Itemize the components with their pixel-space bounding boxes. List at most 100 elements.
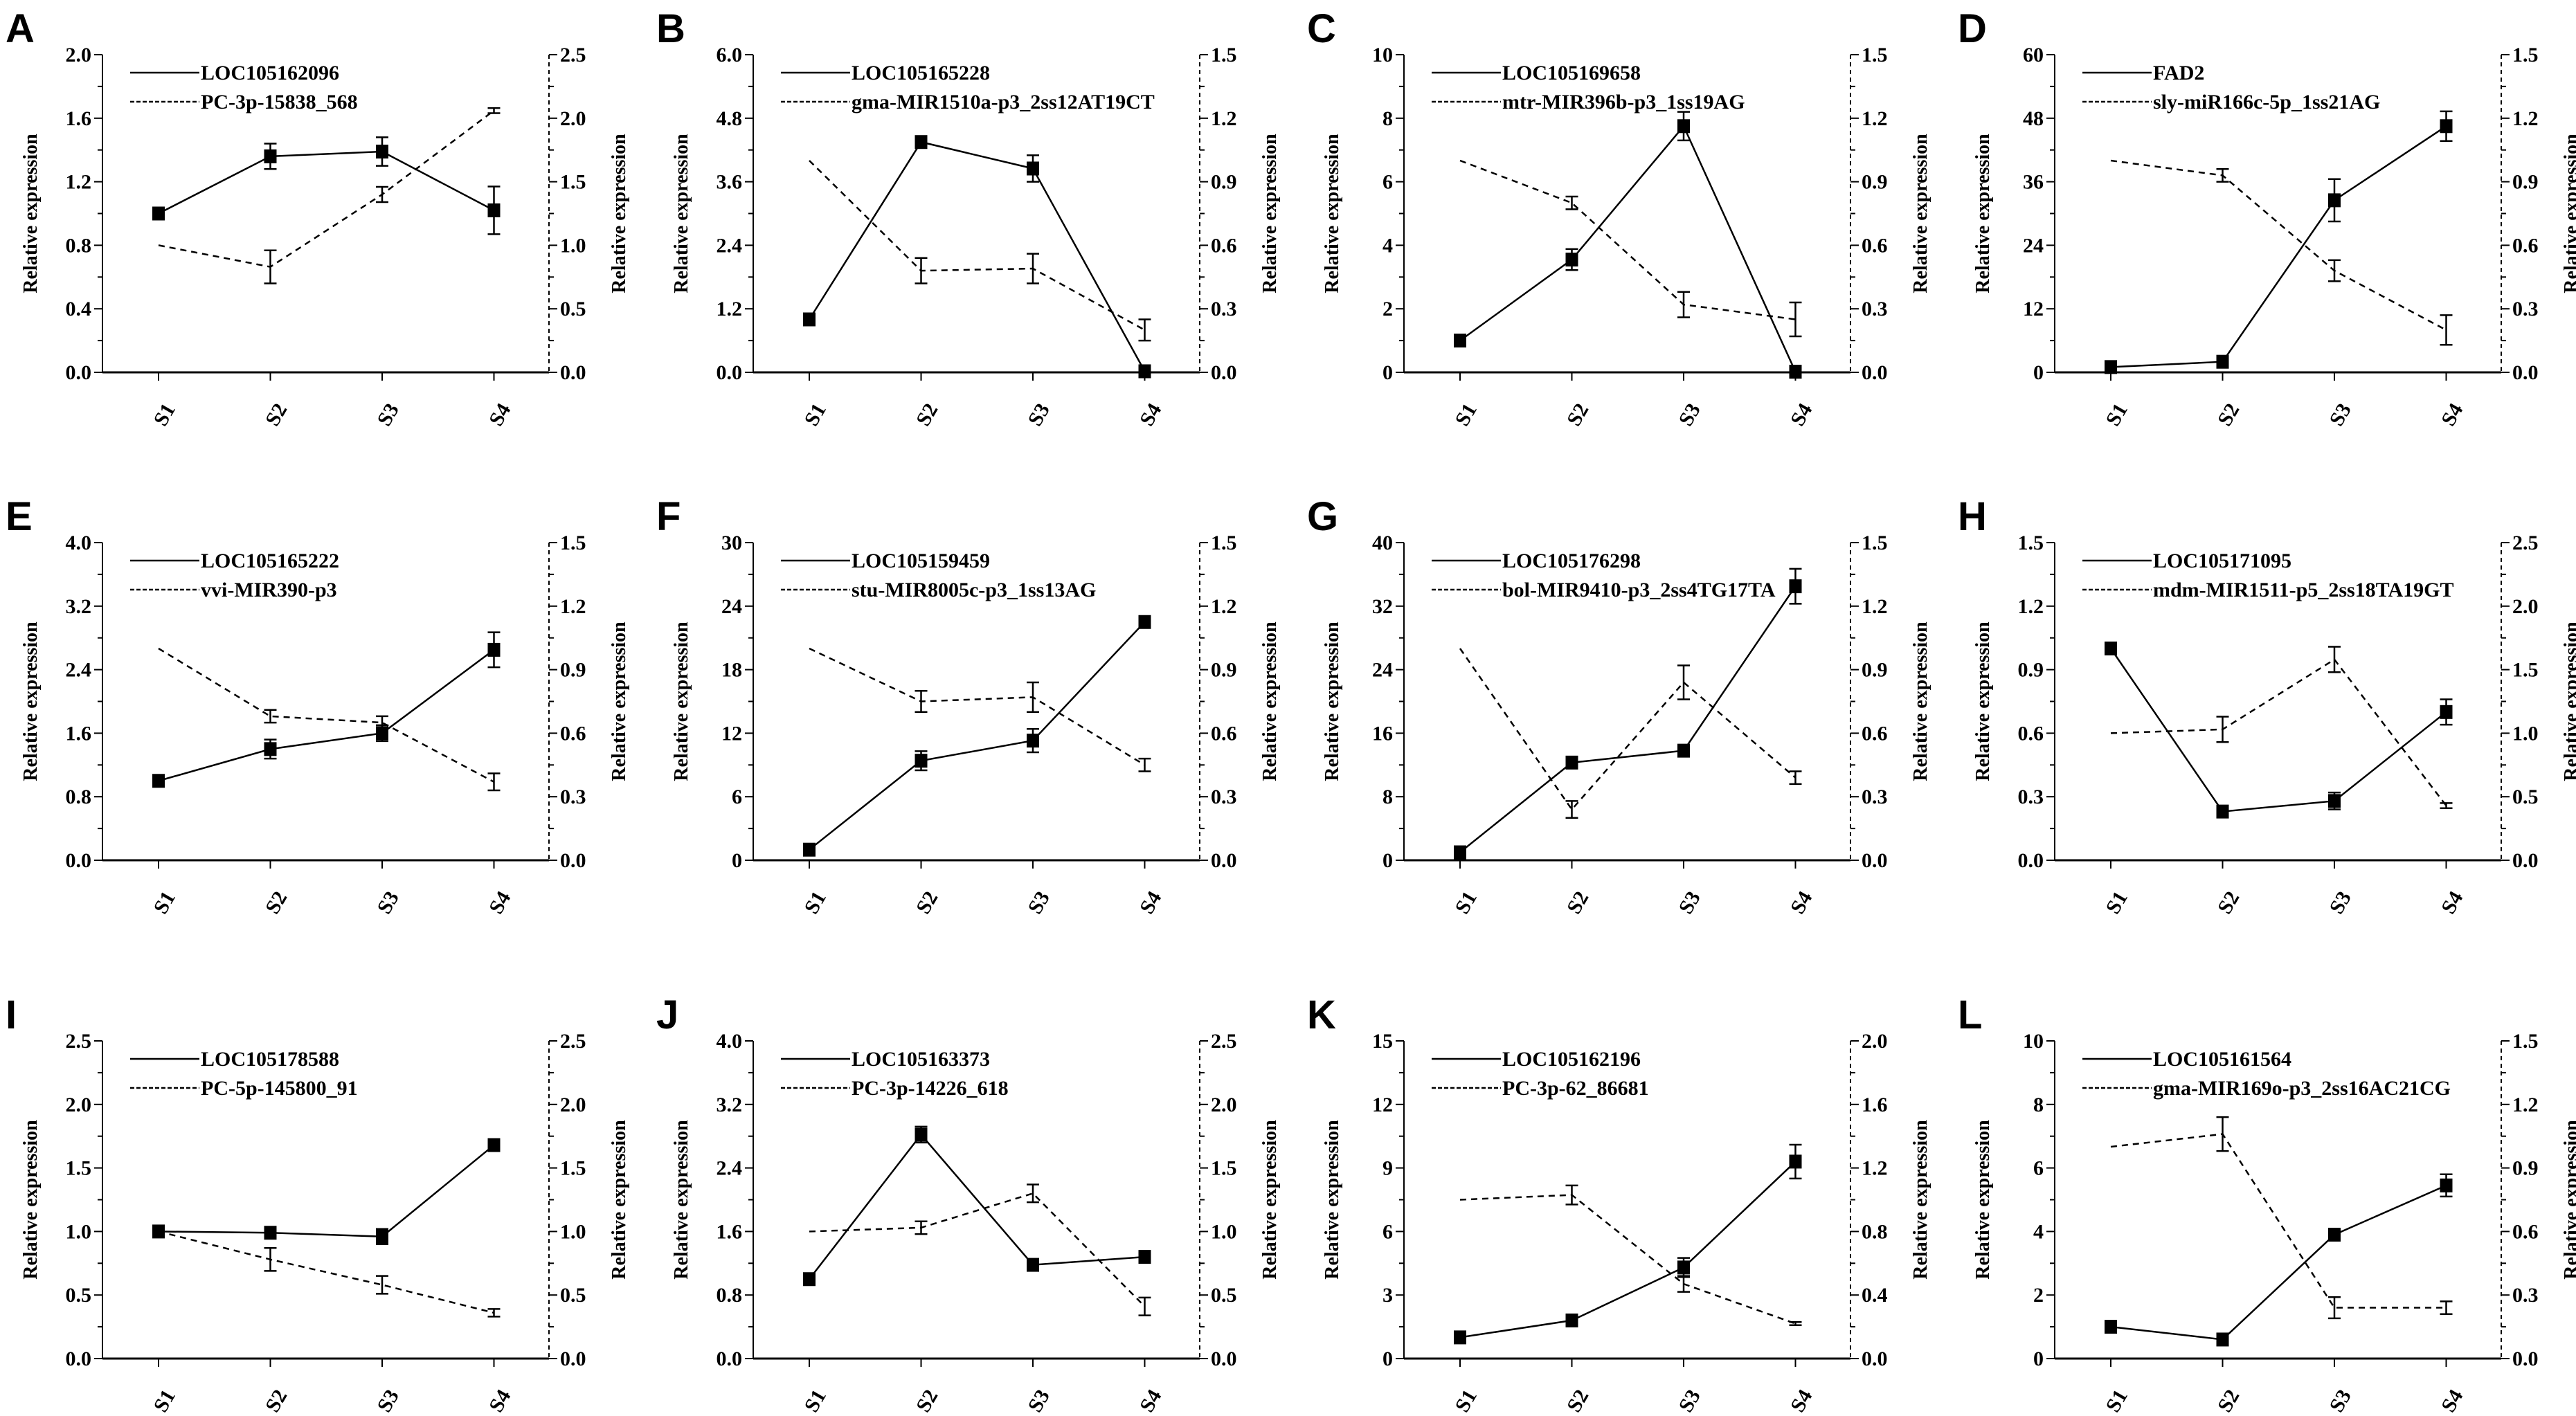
x-tick-label: S1 <box>2101 1386 2132 1416</box>
chart-panel-e: E 0.0 0.8 1.6 2.4 3.2 4.0 0.0 0.3 0.6 0.9 1.2 1.5 S1 S… <box>6 494 630 918</box>
left-tick-label: 6 <box>1382 171 1393 194</box>
right-axis-label: Relative expression <box>2561 134 2576 293</box>
series-line-dashed <box>158 647 495 783</box>
right-axis-label: Relative expression <box>609 1120 630 1280</box>
panel-letter: G <box>1307 494 1338 539</box>
right-tick-label: 2.5 <box>560 1030 586 1053</box>
left-tick-label: 2.4 <box>717 234 743 257</box>
chart-panel-k: K 0 3 6 9 12 15 0.0 0.4 0.8 1.2 1.6 2.0 S1 S2 S3 S4 Relat… <box>1307 992 1931 1416</box>
left-tick-label: 32 <box>1372 595 1393 618</box>
left-tick-label: 24 <box>721 595 742 618</box>
data-point <box>487 1138 501 1152</box>
left-axis-label: Relative expression <box>1972 1120 1994 1280</box>
left-tick-label: 4.0 <box>717 1030 743 1053</box>
left-tick-label: 2 <box>2033 1284 2044 1307</box>
series-line-solid <box>1459 124 1796 372</box>
right-tick-label: 2.0 <box>1862 1030 1888 1053</box>
series-line-dashed <box>809 160 1146 331</box>
right-tick-label: 0.3 <box>2512 298 2539 320</box>
x-tick-label: S1 <box>800 887 830 918</box>
left-tick-label: 1.6 <box>66 107 92 130</box>
right-tick-label: 0.0 <box>560 361 586 384</box>
left-tick-label: 24 <box>2023 234 2044 257</box>
left-axis-label: Relative expression <box>1322 134 1343 293</box>
left-tick-label: 1.0 <box>66 1220 92 1243</box>
series-line-dashed <box>809 1192 1146 1307</box>
data-point <box>1789 579 1802 594</box>
left-tick-label: 1.6 <box>717 1220 743 1243</box>
left-tick-label: 60 <box>2023 44 2044 66</box>
left-tick-label: 48 <box>2023 107 2044 130</box>
right-axis-label: Relative expression <box>2561 1120 2576 1280</box>
chart-panel-h: H 0.0 0.3 0.6 0.9 1.2 1.5 0.0 0.5 1.0 1.5 2.0 2.5 S1 S… <box>1958 494 2576 918</box>
left-axis-label: Relative expression <box>1322 1120 1343 1280</box>
right-tick-label: 0.3 <box>2512 1284 2539 1307</box>
series-line-solid <box>809 1133 1145 1280</box>
x-tick-label: S2 <box>2213 1386 2244 1416</box>
right-tick-label: 1.2 <box>1211 107 1237 130</box>
x-tick-label: S4 <box>485 1386 515 1416</box>
x-tick-label: S2 <box>912 1386 942 1416</box>
left-tick-label: 0 <box>1382 1347 1393 1370</box>
right-tick-label: 1.2 <box>1862 107 1888 130</box>
panel-letter: I <box>6 992 17 1037</box>
right-tick-label: 0.6 <box>560 722 586 745</box>
x-tick-label: S3 <box>1023 399 1054 430</box>
data-point <box>2440 119 2453 134</box>
series-line-solid <box>158 150 495 215</box>
right-tick-label: 2.0 <box>1211 1093 1237 1116</box>
right-tick-label: 1.2 <box>560 595 586 618</box>
data-point <box>2328 1227 2341 1242</box>
data-point <box>803 842 816 857</box>
right-axis-label: Relative expression <box>1910 134 1931 293</box>
left-tick-label: 0.3 <box>2018 786 2044 808</box>
right-axis-label: Relative expression <box>1910 1120 1931 1280</box>
right-tick-label: 0.9 <box>560 659 586 682</box>
right-tick-label: 0.0 <box>1211 361 1237 384</box>
x-tick-label: S3 <box>1674 887 1704 918</box>
data-point <box>1454 334 1466 348</box>
legend-label: stu-MIR8005c-p3_1ss13AG <box>852 579 1096 601</box>
x-tick-label: S4 <box>485 399 515 430</box>
x-tick-label: S3 <box>1023 1386 1054 1416</box>
data-point <box>2328 193 2341 208</box>
left-tick-label: 0.0 <box>2018 849 2044 872</box>
panel-letter: D <box>1958 6 1987 51</box>
data-point <box>264 149 277 163</box>
left-tick-label: 4.8 <box>717 107 743 130</box>
left-tick-label: 0 <box>732 849 742 872</box>
x-tick-label: S1 <box>149 1386 179 1416</box>
left-tick-label: 3.2 <box>66 595 92 618</box>
x-tick-label: S4 <box>1135 1386 1166 1416</box>
right-tick-label: 1.2 <box>1211 595 1237 618</box>
right-tick-label: 0.6 <box>1862 722 1888 745</box>
right-tick-label: 1.0 <box>560 1220 586 1243</box>
data-point <box>2105 1320 2117 1334</box>
panel-letter: F <box>656 494 681 539</box>
left-tick-label: 0.6 <box>2018 722 2044 745</box>
data-point <box>487 203 501 217</box>
left-tick-label: 0 <box>1382 361 1393 384</box>
series-line-dashed <box>809 647 1146 766</box>
data-point <box>915 1127 928 1142</box>
x-tick-label: S3 <box>1674 399 1704 430</box>
left-tick-label: 1.2 <box>66 171 92 194</box>
left-tick-label: 0.8 <box>66 234 92 257</box>
left-tick-label: 10 <box>1372 44 1393 66</box>
legend-label: PC-5p-145800_91 <box>201 1077 358 1100</box>
right-tick-label: 1.2 <box>1862 1157 1888 1180</box>
left-tick-label: 0 <box>2033 361 2044 384</box>
chart-panel-g: G 0 8 16 24 32 40 0.0 0.3 0.6 0.9 1.2 1.5 S1 S2 S3 S4 Rel… <box>1307 494 1931 918</box>
left-axis-label: Relative expression <box>1972 621 1994 781</box>
x-tick-label: S3 <box>2325 887 2355 918</box>
x-tick-label: S4 <box>2437 399 2467 430</box>
right-axis-label: Relative expression <box>1259 134 1281 293</box>
data-point <box>264 742 277 756</box>
right-tick-label: 2.5 <box>2512 532 2539 554</box>
data-point <box>2328 794 2341 808</box>
left-axis-label: Relative expression <box>20 621 42 781</box>
right-tick-label: 0.3 <box>1211 298 1237 320</box>
x-tick-label: S1 <box>1450 1386 1481 1416</box>
left-tick-label: 0.4 <box>66 298 92 320</box>
left-axis-label: Relative expression <box>20 1120 42 1280</box>
